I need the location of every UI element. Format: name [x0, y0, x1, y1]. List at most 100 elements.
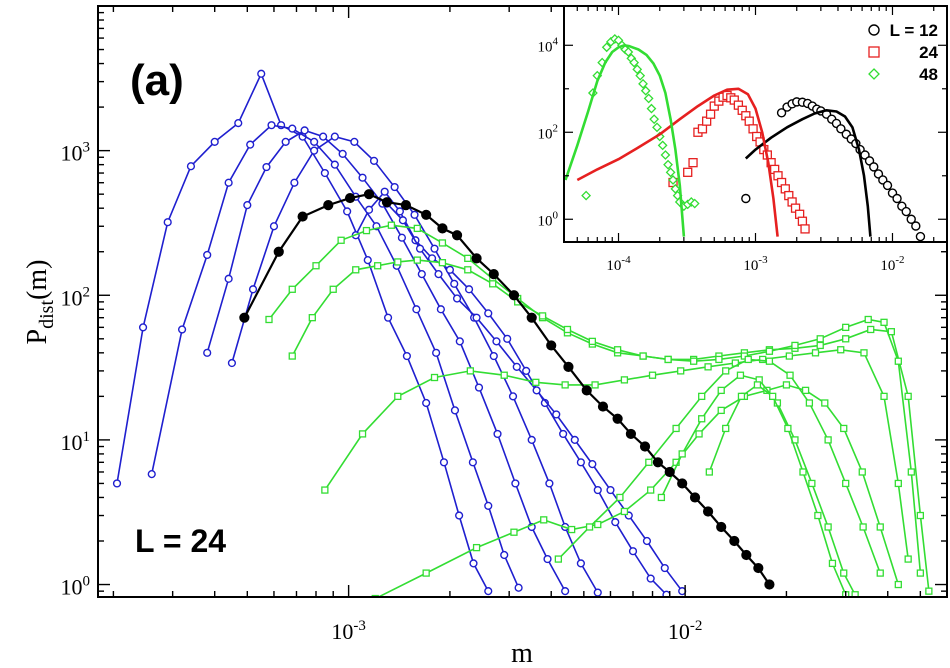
data-point: [786, 371, 794, 379]
data-point: [455, 511, 464, 520]
data-point: [413, 224, 421, 233]
x-tick-label: 10-2: [668, 618, 703, 644]
data-point: [593, 588, 602, 597]
data-point: [591, 381, 599, 389]
data-point: [620, 376, 629, 384]
data-point: [597, 401, 609, 412]
series-line-green-3: [324, 348, 909, 560]
data-point: [585, 523, 594, 531]
data-point: [380, 187, 389, 196]
data-point: [715, 355, 723, 364]
inset-data-point: [689, 198, 700, 209]
data-point: [867, 325, 875, 334]
data-point: [785, 352, 793, 360]
inset-data-point: [836, 124, 846, 134]
inset-fit-curve: [564, 43, 686, 237]
series-line-blue-1: [116, 71, 490, 592]
data-point: [297, 211, 308, 222]
data-point: [469, 559, 478, 568]
data-point: [859, 523, 867, 531]
data-point: [840, 424, 848, 433]
data-point: [224, 274, 233, 283]
data-point: [538, 312, 547, 320]
data-point: [744, 355, 752, 364]
data-point: [288, 352, 296, 360]
data-point: [805, 399, 814, 407]
data-point: [916, 569, 925, 577]
data-point: [438, 239, 447, 247]
data-point: [163, 218, 172, 227]
data-point: [698, 415, 706, 423]
data-point: [894, 479, 902, 488]
y-axis-label-argument: (m): [22, 260, 53, 300]
data-point: [445, 265, 455, 274]
data-point: [791, 341, 799, 350]
data-point: [593, 485, 602, 495]
legend-label: 24: [919, 43, 938, 62]
data-point: [402, 351, 411, 361]
data-point: [837, 346, 845, 354]
data-point: [400, 200, 412, 211]
data-point: [648, 371, 657, 379]
data-point: [616, 493, 624, 502]
y-tick-label-exp: 3: [83, 140, 91, 156]
inset-data-point: [646, 103, 657, 114]
data-point: [374, 262, 382, 270]
data-point: [840, 569, 848, 577]
x-tick-label-exp: -3: [353, 618, 366, 634]
data-point: [628, 547, 638, 556]
inset-data-point: [640, 85, 651, 96]
data-point: [907, 468, 915, 476]
data-point: [319, 132, 328, 141]
data-point: [364, 205, 374, 214]
data-point: [330, 160, 339, 169]
y-tick-label: 100: [61, 574, 91, 600]
data-point: [647, 486, 655, 494]
data-point: [203, 348, 212, 357]
data-point: [472, 313, 481, 322]
inset-x-tick-label-base: 10: [880, 258, 895, 274]
inset-x-tick-label: 10-4: [606, 254, 631, 274]
inset-data-point: [882, 180, 893, 191]
inset-data-point: [892, 193, 902, 204]
inset-y-tick-label: 100: [538, 209, 559, 229]
data-point: [689, 492, 701, 503]
data-point: [329, 285, 337, 293]
data-point: [717, 406, 725, 415]
y-tick-label-base: 10: [61, 141, 83, 166]
data-point: [801, 386, 810, 395]
data-point: [300, 126, 309, 135]
data-point: [484, 587, 493, 596]
y-tick-label-exp: 2: [83, 284, 91, 300]
data-point: [737, 392, 746, 401]
data-point: [493, 429, 502, 439]
data-point: [753, 562, 764, 574]
data-point: [880, 392, 888, 401]
inset-data-point: [797, 216, 808, 226]
data-point: [678, 450, 686, 458]
inset-y-tick-label-exp: 4: [553, 35, 559, 47]
data-point: [514, 583, 523, 592]
series-green-4: [371, 381, 902, 597]
series-green-6: [657, 371, 859, 597]
x-axis-label: m: [511, 638, 533, 668]
inset-series-L-=-48-fit: [564, 43, 686, 237]
data-point: [464, 266, 472, 274]
series-blue-1: [112, 69, 493, 596]
data-point: [645, 458, 653, 466]
legend-entry: 24: [868, 43, 939, 62]
data-point: [705, 468, 713, 476]
inset-y-tick-label: 104: [538, 35, 559, 55]
inset-data-point: [697, 124, 708, 134]
inset-data-point: [660, 150, 671, 160]
data-point: [450, 279, 459, 288]
data-point: [765, 347, 774, 355]
inset-data-point: [665, 167, 676, 178]
inset-x-tick-label-base: 10: [606, 258, 621, 274]
y-axis-label-subscript: dist: [36, 300, 58, 329]
data-point: [526, 312, 537, 323]
data-point: [394, 258, 402, 266]
inset-y-tick-label-exp: 0: [553, 209, 559, 221]
data-point: [646, 574, 655, 583]
inset-data-point: [663, 159, 673, 170]
